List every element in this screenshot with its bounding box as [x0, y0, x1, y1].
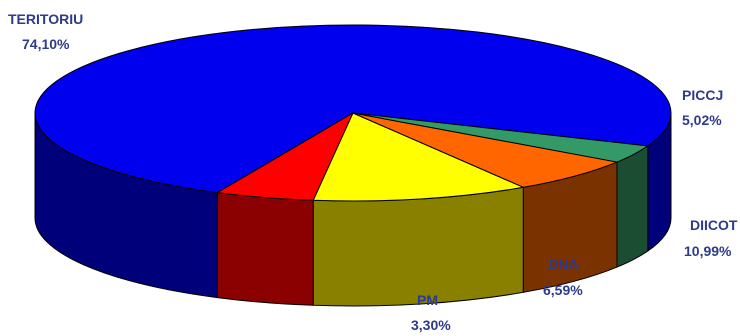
label-value-diicot: 10,99%: [684, 243, 732, 259]
label-category-piccj: PICCJ: [682, 87, 723, 103]
label-category-diicot: DIICOT: [690, 217, 738, 233]
label-value-teritoriu: 74,10%: [22, 36, 70, 52]
slice-diicot: [312, 112, 524, 202]
label-category-pm: PM: [417, 292, 438, 308]
pie-sides: [34, 112, 672, 307]
label-value-pm: 3,30%: [411, 317, 451, 333]
slice-pm: [352, 112, 649, 163]
slice-side-piccj: [216, 192, 314, 306]
pie-tops: [34, 24, 672, 202]
label-category-dna: DNA: [548, 256, 578, 272]
label-value-piccj: 5,02%: [682, 112, 722, 128]
slice-side-diicot: [312, 186, 524, 307]
slice-teritoriu: [34, 24, 672, 194]
label-value-dna: 6,59%: [543, 282, 583, 298]
label-category-teritoriu: TERITORIU: [8, 11, 83, 27]
slice-dna: [352, 112, 618, 188]
slice-side-pm: [616, 145, 649, 268]
pie-labels: TERITORIU 74,10% PICCJ 5,02% DIICOT 10,9…: [8, 11, 738, 333]
